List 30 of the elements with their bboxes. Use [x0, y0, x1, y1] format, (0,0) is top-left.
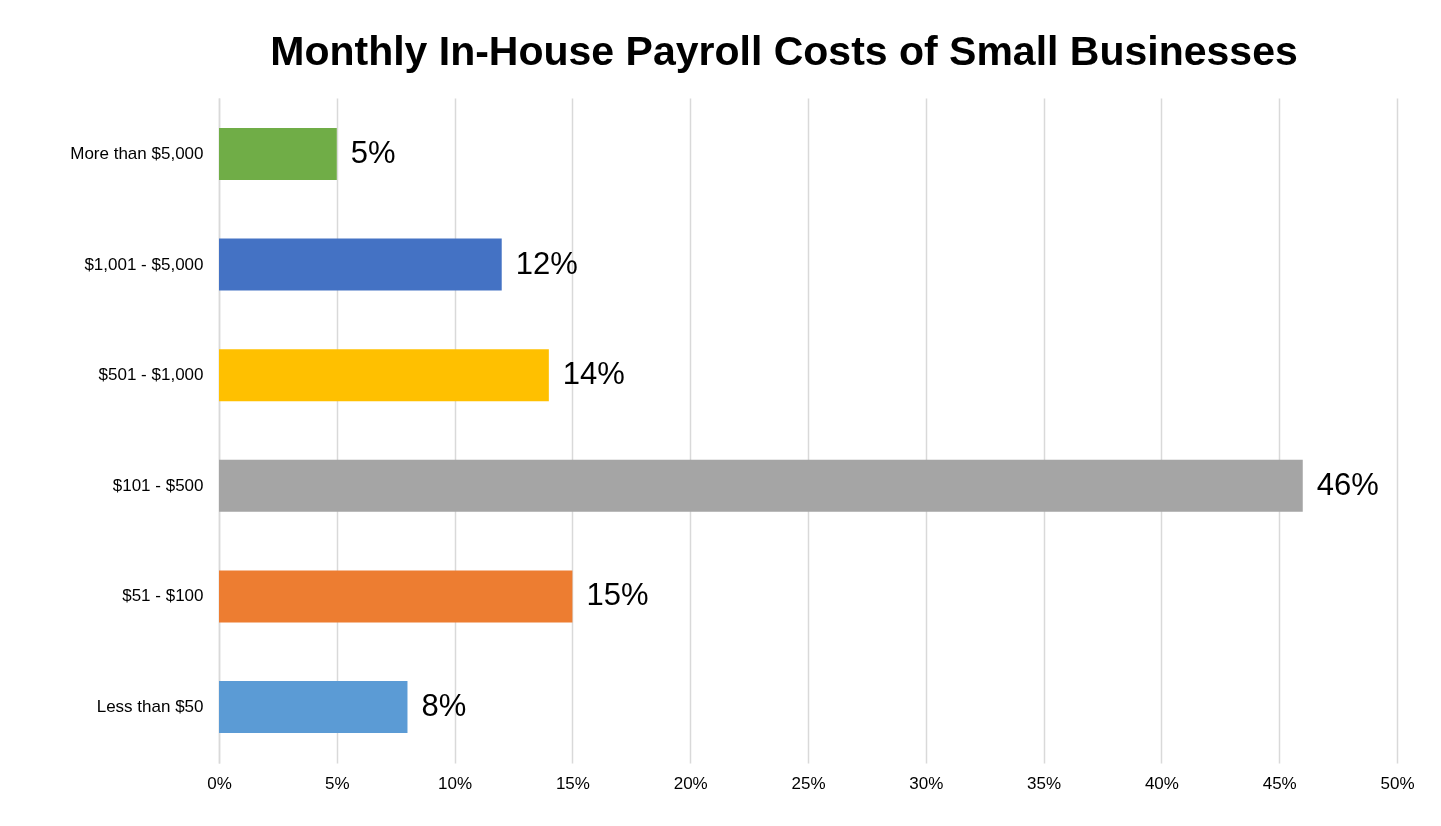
y-tick-label: $101 - $500: [112, 475, 204, 495]
y-tick-label: $51 - $100: [122, 586, 204, 606]
x-tick-label: 0%: [207, 773, 232, 793]
y-tick-label: More than $5,000: [70, 143, 204, 163]
data-label: 15%: [586, 577, 649, 613]
x-tick-label: 25%: [791, 773, 826, 793]
bar: [219, 238, 502, 291]
x-tick-label: 35%: [1027, 773, 1062, 793]
x-tick-label: 40%: [1144, 773, 1179, 793]
x-tick-label: 10%: [438, 773, 473, 793]
bar: [219, 349, 549, 402]
x-tick-label: 5%: [325, 773, 350, 793]
y-tick-label: $1,001 - $5,000: [84, 254, 204, 274]
data-label: 8%: [421, 688, 467, 724]
bar: [219, 459, 1303, 512]
data-label: 14%: [562, 356, 625, 392]
chart-title: Monthly In-House Payroll Costs of Small Businesses: [270, 28, 1298, 74]
bar: [219, 681, 408, 734]
data-label: 46%: [1316, 466, 1379, 502]
data-label: 12%: [515, 245, 578, 281]
data-label: 5%: [350, 134, 396, 170]
x-tick-label: 30%: [909, 773, 944, 793]
x-tick-label: 15%: [555, 773, 590, 793]
y-tick-label: $501 - $1,000: [98, 365, 204, 385]
x-tick-label: 50%: [1380, 773, 1415, 793]
bar: [219, 127, 337, 180]
y-tick-label: Less than $50: [96, 697, 204, 717]
x-tick-label: 20%: [673, 773, 708, 793]
bar: [219, 570, 573, 623]
x-tick-label: 45%: [1262, 773, 1297, 793]
